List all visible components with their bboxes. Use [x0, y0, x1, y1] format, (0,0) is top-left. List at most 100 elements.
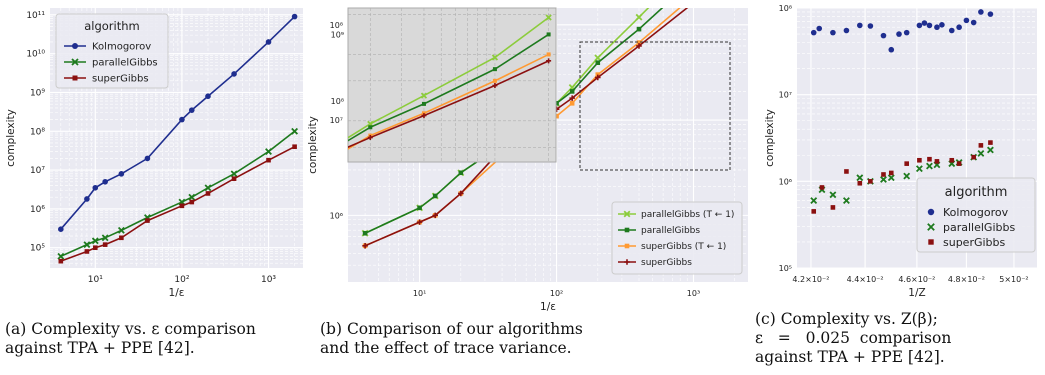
data-point	[102, 178, 108, 185]
x-tick-label: 4.2×10⁻²	[792, 275, 829, 284]
data-point	[986, 146, 994, 154]
data-point	[916, 22, 923, 29]
x-tick-label: 10¹	[413, 289, 426, 298]
legend-box	[55, 13, 169, 89]
data-point	[417, 205, 422, 211]
data-point	[179, 116, 185, 123]
legend-label: parallelGibbs	[641, 226, 700, 236]
data-point	[179, 203, 185, 209]
data-point	[204, 184, 212, 192]
legend-label: parallelGibbs	[92, 58, 158, 69]
data-point	[896, 31, 902, 37]
caption-a-line2: against TPA + PPE [42].	[5, 339, 195, 357]
y-axis-label: complexity	[307, 116, 319, 174]
data-point	[58, 258, 64, 264]
data-point	[84, 196, 90, 202]
data-point	[830, 29, 836, 36]
inset-data-point	[421, 113, 427, 119]
inset-data-point	[545, 14, 552, 21]
legend-label: parallelGibbs	[943, 221, 1015, 234]
legend-marker	[623, 210, 631, 218]
legend-marker	[927, 208, 935, 216]
inset-data-point	[368, 125, 373, 130]
x-tick-label: 5×10⁻²	[999, 275, 1028, 284]
legend-box	[611, 201, 743, 275]
data-point	[117, 226, 125, 234]
data-point	[92, 184, 99, 191]
legend: algorithm Kolmogorov parallelGibbs superGib…	[55, 13, 169, 89]
data-point	[811, 209, 817, 214]
data-point	[927, 156, 932, 162]
legend: parallelGibbs (T ← 1) parallelGibbs superG…	[611, 201, 743, 275]
data-point	[595, 60, 601, 66]
data-point	[432, 193, 438, 199]
data-point	[971, 154, 976, 160]
data-point	[917, 157, 922, 163]
y-tick-label: 10⁶	[330, 211, 343, 220]
data-point	[856, 174, 864, 182]
data-point	[888, 46, 895, 53]
y-tick-label: 10⁷	[30, 166, 45, 176]
data-point	[810, 29, 817, 36]
data-point	[934, 159, 940, 164]
data-point	[291, 127, 299, 135]
inset-data-point	[420, 92, 428, 99]
data-point	[569, 101, 575, 106]
data-point	[265, 39, 272, 45]
data-point	[988, 140, 993, 145]
legend-marker	[927, 223, 935, 231]
data-point	[83, 241, 91, 249]
y-axis-label: complexity	[5, 109, 17, 167]
data-point	[903, 172, 911, 180]
legend-marker	[72, 75, 78, 81]
panel-b: 10¹ 10² 10³ 10⁶ 10⁷ 10⁸ 1/ε complexity 10⁸ 10⁹ par…	[307, 0, 756, 375]
y-tick-label: 10⁵	[779, 264, 792, 273]
data-point	[231, 176, 237, 181]
inset-data-point	[334, 149, 339, 154]
data-point	[291, 13, 298, 20]
data-point	[205, 191, 211, 196]
chart-c: 4.2×10⁻² 4.4×10⁻² 4.6×10⁻² 4.8×10⁻² 5×10⁻² 10…	[764, 4, 1037, 299]
inset-data-point	[367, 135, 373, 141]
chart-a: 10¹ 10² 10³ 10⁵ 10⁶ 10⁷ 10⁸ 10⁹ 10¹⁰ 10¹¹ 1/ε compl…	[5, 8, 303, 299]
y-tick-label: 10⁹	[30, 88, 45, 98]
x-axis-label: 1/ε	[169, 287, 185, 299]
data-point	[844, 169, 849, 174]
legend-label: superGibbs (T ← 1)	[641, 242, 726, 252]
inset-data-point	[492, 78, 497, 83]
y-axis-label: complexity	[764, 109, 776, 167]
data-point	[554, 113, 559, 119]
inset-series-line	[348, 33, 550, 142]
series-group	[361, 8, 689, 249]
data-point	[636, 40, 642, 45]
caption-b-line1: (b) Comparison of our algorithms	[320, 320, 583, 338]
inset-data-point	[335, 145, 339, 149]
legend: algorithm Kolmogorov parallelGibbs superGib…	[916, 177, 1036, 253]
data-point	[189, 199, 195, 205]
x-tick-label: 4.4×10⁻²	[847, 275, 884, 284]
inset-data-point	[546, 32, 551, 37]
inset-data-point	[421, 101, 426, 106]
x-tick-label: 10³	[261, 275, 276, 285]
data-point	[887, 174, 895, 182]
data-point	[102, 242, 108, 247]
y-tick-label: 10⁶	[779, 177, 792, 186]
inset-series-line	[348, 16, 550, 139]
data-point	[881, 172, 886, 177]
data-point	[594, 74, 601, 81]
data-point	[963, 17, 970, 24]
data-point	[594, 54, 602, 62]
caption-c-line1: (c) Complexity vs. Z(β);	[755, 310, 938, 328]
data-point	[231, 71, 237, 77]
legend-marker	[928, 239, 934, 245]
inset-data-point	[491, 54, 499, 61]
caption-b-line2: and the effect of trace variance.	[320, 339, 572, 357]
data-point	[880, 32, 887, 39]
data-point	[91, 237, 99, 245]
x-tick-label: 4.8×10⁻²	[948, 275, 985, 284]
y-tick-label: 10⁸	[779, 4, 792, 13]
inset-y-tick-label: 10⁸	[331, 97, 344, 106]
data-point	[458, 190, 464, 197]
data-point	[939, 21, 945, 28]
zoom-region	[579, 41, 731, 171]
